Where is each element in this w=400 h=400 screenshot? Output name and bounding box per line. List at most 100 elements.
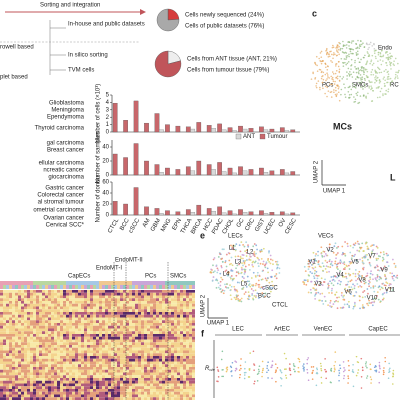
heatmap-cell [117,358,120,362]
umap-dot [372,286,375,289]
annotation-strip [60,281,63,285]
heatmap-cell [9,353,12,356]
heatmap-cell [120,323,123,326]
umap-dot [366,288,369,290]
heatmap-cell [6,364,9,367]
heatmap-cell [105,317,108,321]
heatmap-cell [153,369,156,373]
heatmap-cell [45,342,48,345]
umap-dot [254,284,257,287]
umap-dot [385,252,388,255]
umap-dot [216,271,219,274]
heatmap-cell [138,383,141,387]
annotation-strip [54,281,57,285]
heatmap-cell [12,342,15,345]
heatmap-cell [180,389,183,392]
strip-dot [231,375,233,377]
heatmap-cell [3,397,6,400]
heatmap-cell [54,350,57,354]
umap-dot [250,288,253,290]
umap-dot [376,265,379,268]
heatmap-cell [153,303,156,307]
heatmap-cell [0,323,3,326]
heatmap-cell [144,325,147,329]
heatmap-cell [45,309,48,312]
heatmap-cell [147,389,150,392]
cancer-type: Cervical SCC* [46,223,85,229]
heatmap-cell [15,320,18,323]
heatmap-cell [36,303,39,307]
heatmap-cell [153,336,156,340]
umap-dot [382,93,384,95]
umap-dot [320,62,323,65]
heatmap-cell [27,295,30,299]
heatmap-cell [135,369,138,373]
umap-dot [355,279,357,282]
heatmap-cell [42,295,45,299]
heatmap-cell [108,339,111,343]
heatmap-cell [9,314,12,318]
strip-dot [360,357,363,360]
umap-dot [369,278,372,281]
heatmap-cell [57,378,60,381]
heatmap-cell [6,309,9,312]
heatmap-cell [147,303,150,307]
strip-dot [392,372,394,374]
heatmap-cell [132,295,135,299]
heatmap-cell [180,339,183,343]
heatmap-cell [0,391,3,395]
heatmap-cell [78,317,81,321]
umap-dot [247,245,250,248]
umap-dot [352,246,355,249]
heatmap-cell [135,386,138,389]
umap-dot [327,90,330,92]
strip-dot [364,362,367,365]
heatmap-cell [153,331,156,334]
heatmap-cell [120,353,123,356]
heatmap-cell [150,320,153,323]
heatmap-cell [129,378,132,381]
heatmap-cell [48,394,51,398]
heatmap-cell [3,394,6,398]
heatmap-cell [120,298,123,301]
umap-dot [354,253,356,256]
heatmap-cell [0,314,3,318]
heatmap-cell [78,375,81,378]
heatmap-cell [129,292,132,296]
umap-dot [386,254,389,257]
umap-dot [315,289,318,292]
axis-label: UMAP 2 [201,294,207,317]
annotation-strip [33,285,36,289]
heatmap-cell [153,389,156,392]
heatmap-cell [108,295,111,299]
umap-dot [356,76,359,79]
umap-dot [347,300,350,303]
heatmap-cell [114,314,117,318]
umap-dot [248,258,251,261]
heatmap-cell [96,367,99,370]
heatmap-cell [177,394,180,398]
heatmap-cell [132,328,135,332]
annotation-strip [108,285,111,289]
heatmap-cell [33,317,36,321]
heatmap-cell [123,361,126,365]
heatmap-cell [183,334,186,337]
heatmap-cell [171,391,174,395]
heatmap-cell [147,320,150,323]
heatmap-cell [72,325,75,329]
heatmap-cell [84,367,87,370]
heatmap-cell [12,369,15,373]
strip-dot [270,366,272,369]
heatmap-cell [99,367,102,370]
heatmap-cell [129,347,132,351]
heatmap-cell [75,364,78,367]
heatmap-cell [159,334,162,337]
annotation-strip [177,281,180,285]
heatmap-cell [12,383,15,387]
annotation-strip [141,281,144,285]
umap-dot [340,261,343,263]
heatmap-cell [0,295,3,299]
umap-dot [312,71,314,74]
heatmap-cell [72,303,75,307]
umap-dot [387,53,389,56]
